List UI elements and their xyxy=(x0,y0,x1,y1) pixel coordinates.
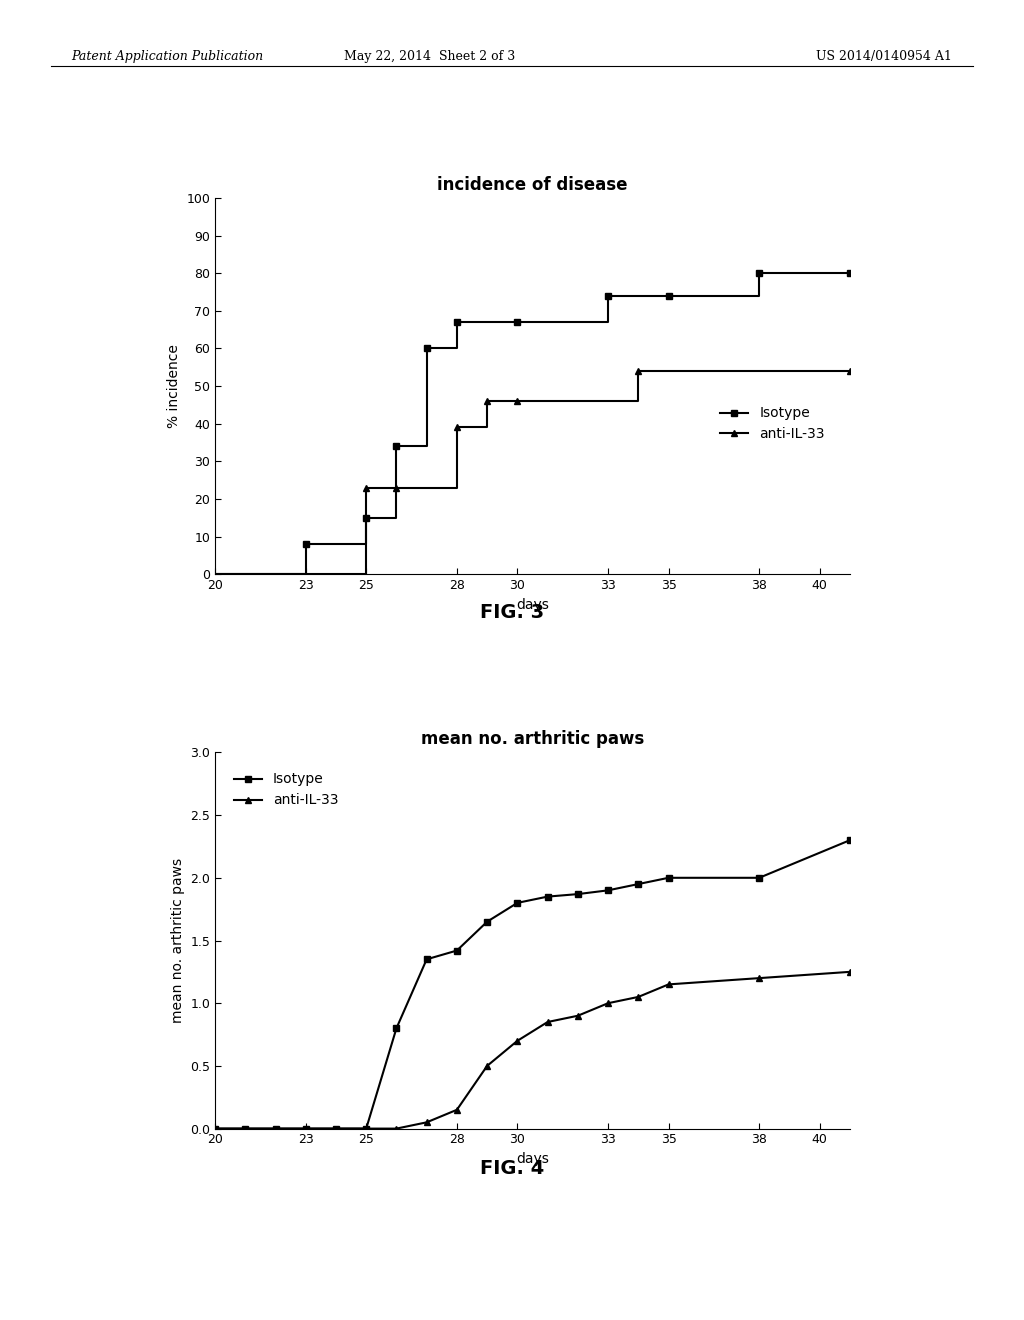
Text: FIG. 4: FIG. 4 xyxy=(480,1159,544,1177)
anti-IL-33 xyxy=(602,995,614,1011)
anti-IL-33 xyxy=(542,1014,554,1030)
anti-IL-33 xyxy=(209,1121,221,1137)
anti-IL-33 xyxy=(753,970,765,986)
Isotype xyxy=(390,1020,402,1036)
Y-axis label: mean no. arthritic paws: mean no. arthritic paws xyxy=(171,858,184,1023)
Isotype xyxy=(330,1121,342,1137)
Isotype xyxy=(421,952,433,968)
Isotype xyxy=(602,883,614,899)
Legend: Isotype, anti-IL-33: Isotype, anti-IL-33 xyxy=(228,767,344,813)
anti-IL-33 xyxy=(481,1059,494,1074)
Line: Isotype: Isotype xyxy=(212,837,853,1133)
anti-IL-33 xyxy=(330,1121,342,1137)
Isotype xyxy=(571,886,584,902)
Legend: Isotype, anti-IL-33: Isotype, anti-IL-33 xyxy=(715,401,830,447)
Isotype xyxy=(240,1121,252,1137)
Isotype xyxy=(632,876,644,892)
Isotype xyxy=(844,833,856,849)
Title: mean no. arthritic paws: mean no. arthritic paws xyxy=(421,730,644,748)
Text: FIG. 3: FIG. 3 xyxy=(480,603,544,622)
anti-IL-33 xyxy=(360,1121,373,1137)
Isotype xyxy=(511,895,523,911)
anti-IL-33 xyxy=(421,1114,433,1130)
Isotype xyxy=(542,888,554,904)
anti-IL-33 xyxy=(663,977,675,993)
anti-IL-33 xyxy=(511,1032,523,1048)
Line: anti-IL-33: anti-IL-33 xyxy=(212,969,853,1133)
Isotype xyxy=(753,870,765,886)
anti-IL-33 xyxy=(571,1008,584,1024)
Isotype xyxy=(451,942,463,958)
Isotype xyxy=(300,1121,312,1137)
anti-IL-33 xyxy=(240,1121,252,1137)
Y-axis label: % incidence: % incidence xyxy=(167,345,181,428)
Isotype xyxy=(209,1121,221,1137)
anti-IL-33 xyxy=(300,1121,312,1137)
Isotype xyxy=(269,1121,282,1137)
Title: incidence of disease: incidence of disease xyxy=(437,176,628,194)
anti-IL-33 xyxy=(390,1121,402,1137)
anti-IL-33 xyxy=(632,989,644,1005)
Isotype xyxy=(360,1121,373,1137)
anti-IL-33 xyxy=(269,1121,282,1137)
Text: US 2014/0140954 A1: US 2014/0140954 A1 xyxy=(816,50,952,63)
anti-IL-33 xyxy=(451,1102,463,1118)
X-axis label: days: days xyxy=(516,1152,549,1166)
Text: May 22, 2014  Sheet 2 of 3: May 22, 2014 Sheet 2 of 3 xyxy=(344,50,516,63)
X-axis label: days: days xyxy=(516,598,549,611)
Isotype xyxy=(663,870,675,886)
Text: Patent Application Publication: Patent Application Publication xyxy=(72,50,264,63)
anti-IL-33 xyxy=(844,964,856,979)
Isotype xyxy=(481,913,494,929)
